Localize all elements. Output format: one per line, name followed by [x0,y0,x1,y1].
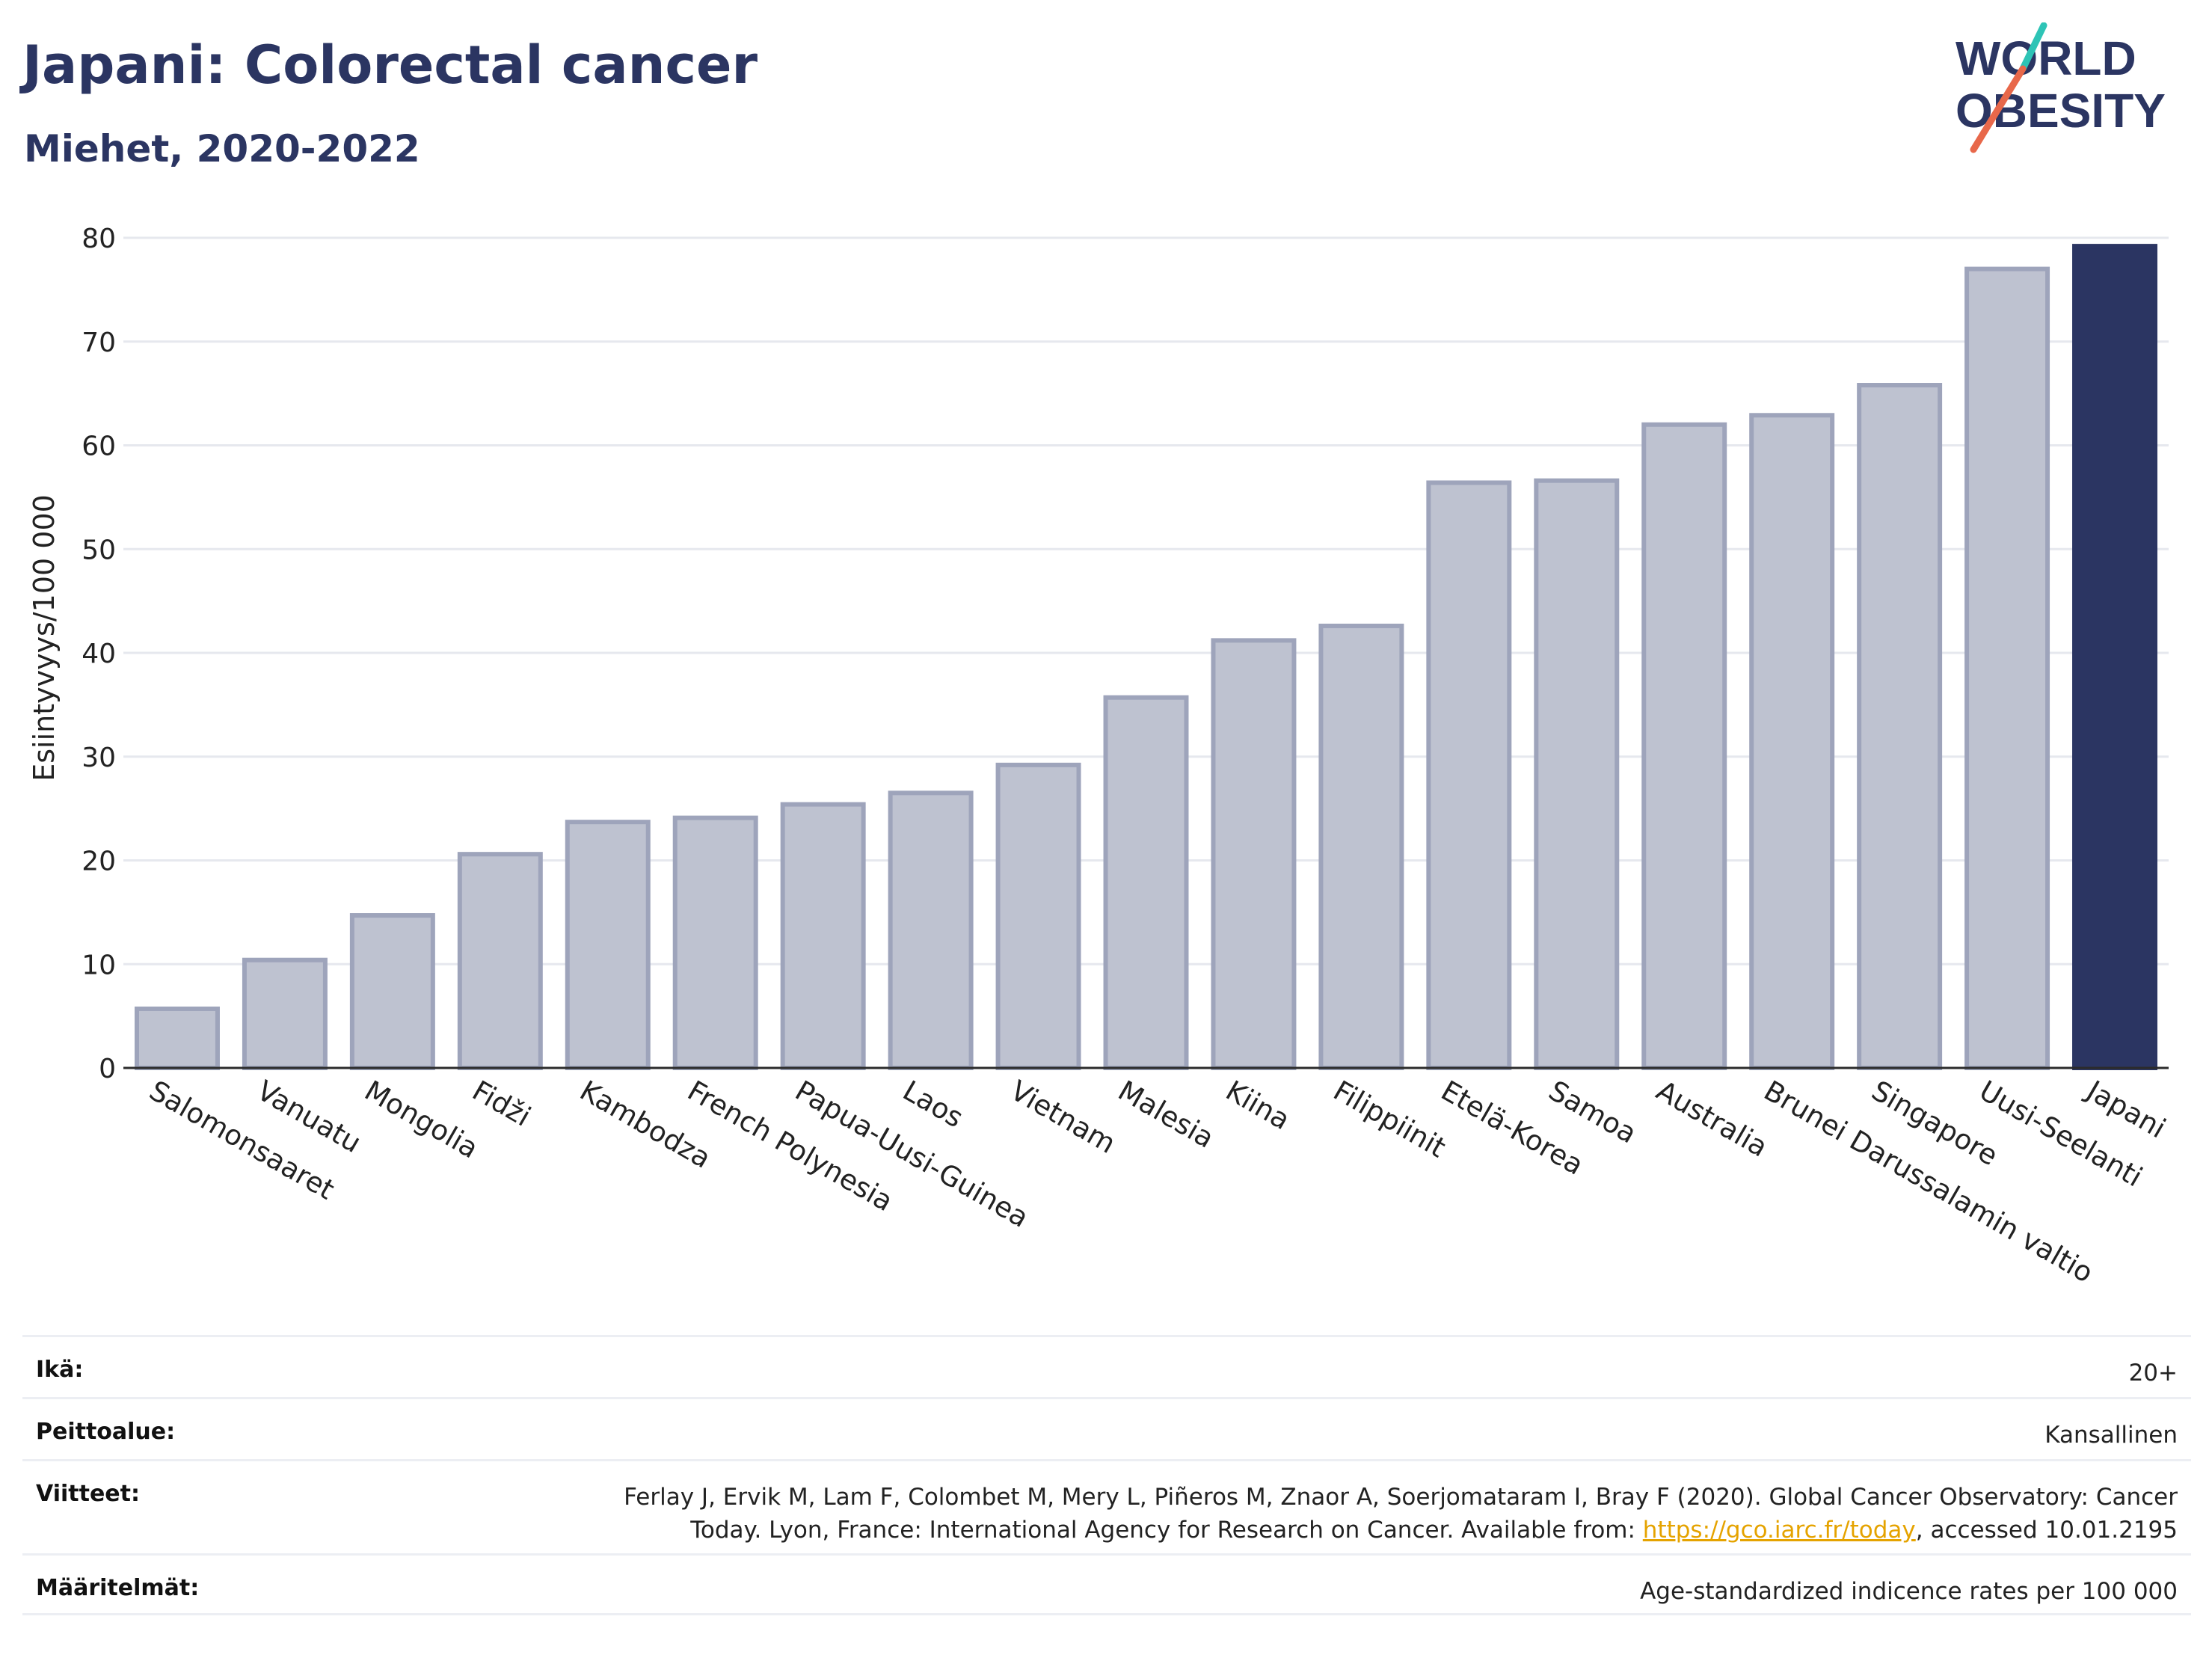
references-value: Ferlay J, Ervik M, Lam F, Colombet M, Me… [624,1481,2178,1547]
references-line-2-end: , accessed 10.01.2195 [1915,1517,2178,1544]
meta-row-references: Viitteet: Ferlay J, Ervik M, Lam F, Colo… [22,1459,2191,1553]
bar-kambodza [565,820,651,1070]
y-tick-label: 10 [82,950,116,980]
x-tick-label: Laos [897,1075,968,1134]
meta-row-coverage: Peittoalue: Kansallinen [22,1397,2191,1459]
x-tick-label: Australia [1651,1075,1773,1164]
bar-chart: 0 10 20 30 40 50 60 70 80 SalomonsaaretVanuatuMo… [28,224,2171,1289]
bar-laos [888,790,974,1070]
y-tick-label: 30 [82,743,116,773]
y-tick-label: 80 [82,224,116,254]
definitions-label: Määritelmät: [36,1575,200,1601]
y-tick-label: 40 [82,639,116,669]
world-obesity-logo: WORLD OBESITY [1956,22,2166,153]
logo-slash-teal [2019,22,2047,73]
y-tick-label: 60 [82,432,116,462]
x-tick-label: Filippiinit [1328,1075,1451,1164]
references-line-1: Ferlay J, Ervik M, Lam F, Colombet M, Me… [624,1484,2178,1511]
bar-filippiinit [1318,623,1404,1070]
y-tick-label: 70 [82,328,116,358]
bar-japani [2072,244,2158,1071]
x-tick-label: Mongolia [359,1075,483,1165]
logo-line-2: OBESITY [1956,84,2166,138]
x-tick-label: Vietnam [1005,1075,1121,1160]
definitions-value: Age-standardized indicence rates per 100… [1640,1578,2178,1605]
bars [134,244,2158,1071]
references-line-2-start: Today. Lyon, France: International Agenc… [690,1517,1643,1544]
logo-line-1: WORLD [1956,31,2136,85]
references-label: Viitteet: [36,1481,140,1507]
age-label: Ikä: [36,1357,84,1383]
bar-brunei-darussalamin-valtio [1749,413,1835,1070]
bar-salomonsaaret [134,1006,220,1070]
references-link[interactable]: https://gco.iarc.fr/today [1642,1517,1916,1544]
coverage-label: Peittoalue: [36,1419,176,1445]
bar-mongolia [349,913,435,1070]
age-value: 20+ [2128,1360,2178,1387]
meta-row-definitions: Määritelmät: Age-standardized indicence … [22,1553,2191,1615]
bar-australia [1641,422,1727,1070]
x-tick-label: Malesia [1113,1075,1220,1155]
x-tick-label: Kiina [1220,1075,1295,1137]
x-tick-label: Fidži [467,1075,536,1133]
logo-slash-red [1970,65,2027,153]
chart-subtitle: Miehet, 2020-2022 [24,127,420,171]
y-tick-label: 50 [82,535,116,565]
bar-kiina [1211,638,1297,1070]
bar-vanuatu [242,957,328,1070]
y-axis-ticks: 0 10 20 30 40 50 60 70 80 [82,224,116,1084]
bar-fid-i [457,852,543,1071]
x-tick-label: Salomonsaaret [144,1075,340,1206]
chart-title: Japani: Colorectal cancer [22,34,758,96]
bar-malesia [1103,695,1189,1070]
bar-etelä-korea [1426,480,1512,1070]
coverage-value: Kansallinen [2044,1422,2178,1449]
bar-samoa [1534,478,1620,1070]
bar-papua-uusi-guinea [780,802,866,1070]
chart-metadata: Ikä: 20+ Peittoalue: Kansallinen Viittee… [22,1335,2191,1615]
bar-vietnam [995,762,1081,1070]
y-tick-label: 0 [99,1054,116,1084]
y-axis-title: Esiintyvyys/100 000 [28,494,61,782]
bar-french-polynesia [672,815,758,1071]
y-tick-label: 20 [82,847,116,877]
bar-singapore [1857,383,1943,1070]
meta-row-age: Ikä: 20+ [22,1335,2191,1397]
bar-uusi-seelanti [1964,266,2050,1070]
